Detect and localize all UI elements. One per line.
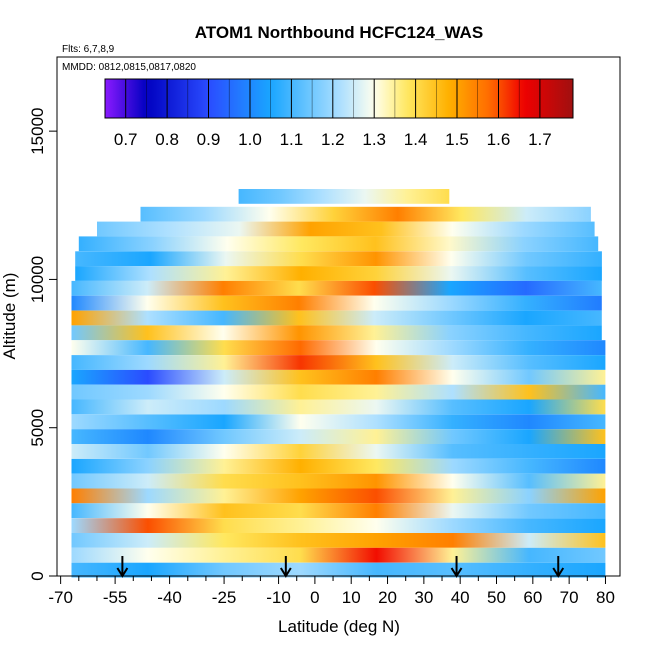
x-tick-label: 60 — [523, 588, 542, 607]
colorbar-tick-label: 1.3 — [362, 130, 386, 149]
heatmap-row — [75, 251, 602, 267]
y-tick-label: 10000 — [28, 256, 47, 303]
heatmap-row — [78, 236, 599, 252]
heatmap-row — [71, 399, 606, 415]
heatmap-row — [71, 458, 606, 474]
chart-title: ATOM1 Northbound HCFC124_WAS — [195, 23, 483, 42]
colorbar: 0.7 0.8 0.9 1.0 1.1 1.2 1.3 1.4 1.5 1.6 1.7 — [104, 78, 574, 149]
heatmap-row — [71, 562, 606, 578]
axes: -70 -55 -40 -25 -10 0 10 20 30 40 50 60 70 80 0 5000 100… — [28, 56, 621, 607]
colorbar-gradient — [104, 78, 574, 119]
x-tick-label: 0 — [310, 588, 319, 607]
colorbar-tick-label: 1.6 — [487, 130, 511, 149]
colorbar-tick-label: 1.1 — [280, 130, 304, 149]
x-tick-label: -70 — [48, 588, 73, 607]
heatmap-row — [71, 518, 606, 533]
colorbar-tick-label: 0.8 — [155, 130, 179, 149]
x-tick-label: 20 — [378, 588, 397, 607]
x-tick-label: -55 — [103, 588, 128, 607]
colorbar-tick-label: 1.2 — [321, 130, 345, 149]
flight-arrow — [116, 556, 129, 578]
y-tick-label: 15000 — [28, 108, 47, 155]
flight-arrows — [116, 556, 565, 578]
plot-area — [71, 189, 606, 578]
heatmap-row — [71, 384, 606, 400]
x-tick-label: -10 — [266, 588, 291, 607]
x-tick-label: 10 — [342, 588, 361, 607]
heatmap-row — [71, 340, 606, 355]
heatmap-row — [71, 429, 606, 444]
x-tick-label: 40 — [451, 588, 470, 607]
heatmap-row — [238, 189, 450, 204]
colorbar-tick-label: 1.4 — [404, 130, 428, 149]
flight-arrow — [552, 556, 565, 578]
x-tick-label: -40 — [157, 588, 182, 607]
heatmap-row — [71, 473, 606, 489]
heatmap-row — [71, 369, 606, 385]
heatmap-row — [71, 310, 602, 326]
heatmap-row — [71, 488, 606, 504]
colorbar-tick-label: 1.5 — [445, 130, 469, 149]
heatmap-row — [71, 414, 606, 430]
x-tick-label: -25 — [212, 588, 237, 607]
y-axis-label: Altitude (m) — [0, 273, 19, 360]
colorbar-tick-label: 0.9 — [197, 130, 221, 149]
heatmap-row — [75, 266, 602, 281]
heatmap-row — [71, 280, 602, 296]
heatmap-row — [71, 295, 602, 311]
x-tick-label: 70 — [560, 588, 579, 607]
heatmap-row — [140, 206, 591, 222]
x-tick-label: 80 — [596, 588, 615, 607]
heatmap-row — [71, 355, 606, 370]
flight-arrow — [450, 556, 463, 578]
x-tick-label: 50 — [487, 588, 506, 607]
heatmap-row — [71, 547, 606, 563]
dates-label: MMDD: 0812,0815,0817,0820 — [62, 62, 196, 73]
flight-arrow — [279, 556, 292, 578]
heatmap-row — [71, 444, 606, 459]
colorbar-tick-label: 1.0 — [238, 130, 262, 149]
heatmap-row — [97, 221, 595, 237]
y-tick-label: 0 — [28, 571, 47, 580]
x-axis-label: Latitude (deg N) — [278, 617, 400, 636]
flights-label: Flts: 6,7,8,9 — [62, 44, 115, 55]
colorbar-tick-label: 0.7 — [114, 130, 138, 149]
x-tick-label: 30 — [414, 588, 433, 607]
heatmap-row — [71, 533, 606, 548]
colorbar-tick-label: 1.7 — [528, 130, 552, 149]
y-tick-label: 5000 — [28, 409, 47, 447]
plot-frame — [56, 56, 621, 577]
heatmap-row — [71, 325, 602, 341]
heatmap-row — [71, 503, 606, 519]
